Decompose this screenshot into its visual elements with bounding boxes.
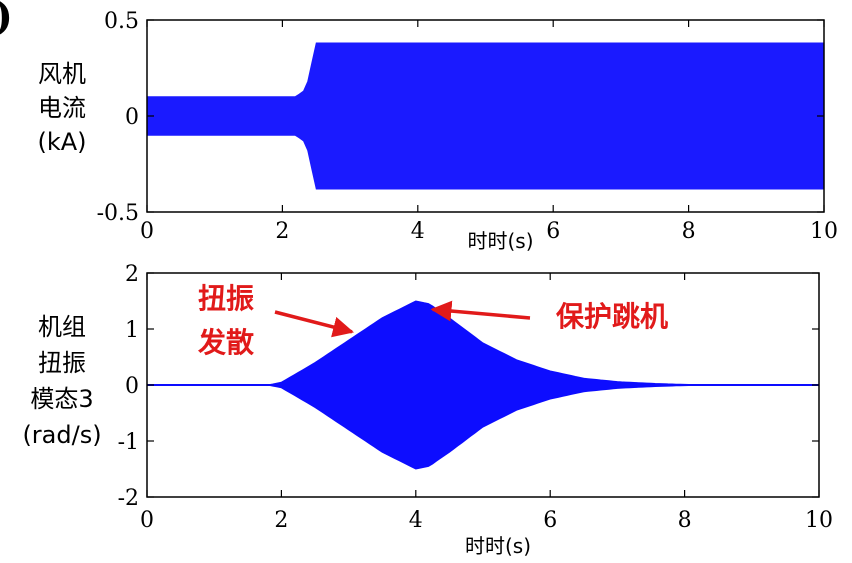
y-label-line: 风机 [38,60,86,88]
corner-mark: ) [0,0,13,40]
y-tick-label: -1 [118,430,139,455]
x-tick-label: 8 [678,508,692,533]
x-tick-label: 6 [546,219,560,244]
x-tick-label: 4 [411,219,425,244]
y-tick-label: -2 [118,486,139,511]
x-tick-label: 8 [682,219,696,244]
y-tick-label: 0 [125,105,139,130]
bottom-plot-area [147,300,819,470]
x-tick-label: 10 [805,508,833,533]
x-tick-label: 2 [274,508,288,533]
y-tick-label: -0.5 [97,201,139,226]
annotation-arrow [274,310,354,338]
x-tick-label: 2 [275,219,289,244]
annotation-text: 发散 [197,326,254,359]
x-tick-label: 6 [543,508,557,533]
y-label-line: 扭振 [38,349,86,377]
y-label-line: 机组 [38,313,86,341]
y-tick-label: 0 [125,374,139,399]
x-tick-label: 0 [140,508,154,533]
y-label-line: (kA) [37,128,86,156]
x-tick-label: 0 [140,219,154,244]
y-tick-label: 1 [125,318,139,343]
bottom-x-axis-label: 时时(s) [465,534,531,558]
top-x-axis-label: 时时(s) [467,229,533,253]
y-label-line: 电流 [38,94,86,122]
annotation-arrow [430,300,531,322]
x-tick-label: 4 [409,508,423,533]
y-tick-label: 0.5 [104,9,139,34]
y-tick-label: 2 [125,262,139,287]
y-label-line: 模态3 [30,385,93,413]
annotation-text: 扭振 [198,282,254,315]
y-label-line: (rad/s) [22,421,101,449]
x-tick-label: 10 [810,219,838,244]
annotation-text: 保护跳机 [556,300,668,333]
top-ticks: 0 2 4 6 8 100.50-0.5 [97,9,838,244]
top-plot-area [146,42,825,190]
